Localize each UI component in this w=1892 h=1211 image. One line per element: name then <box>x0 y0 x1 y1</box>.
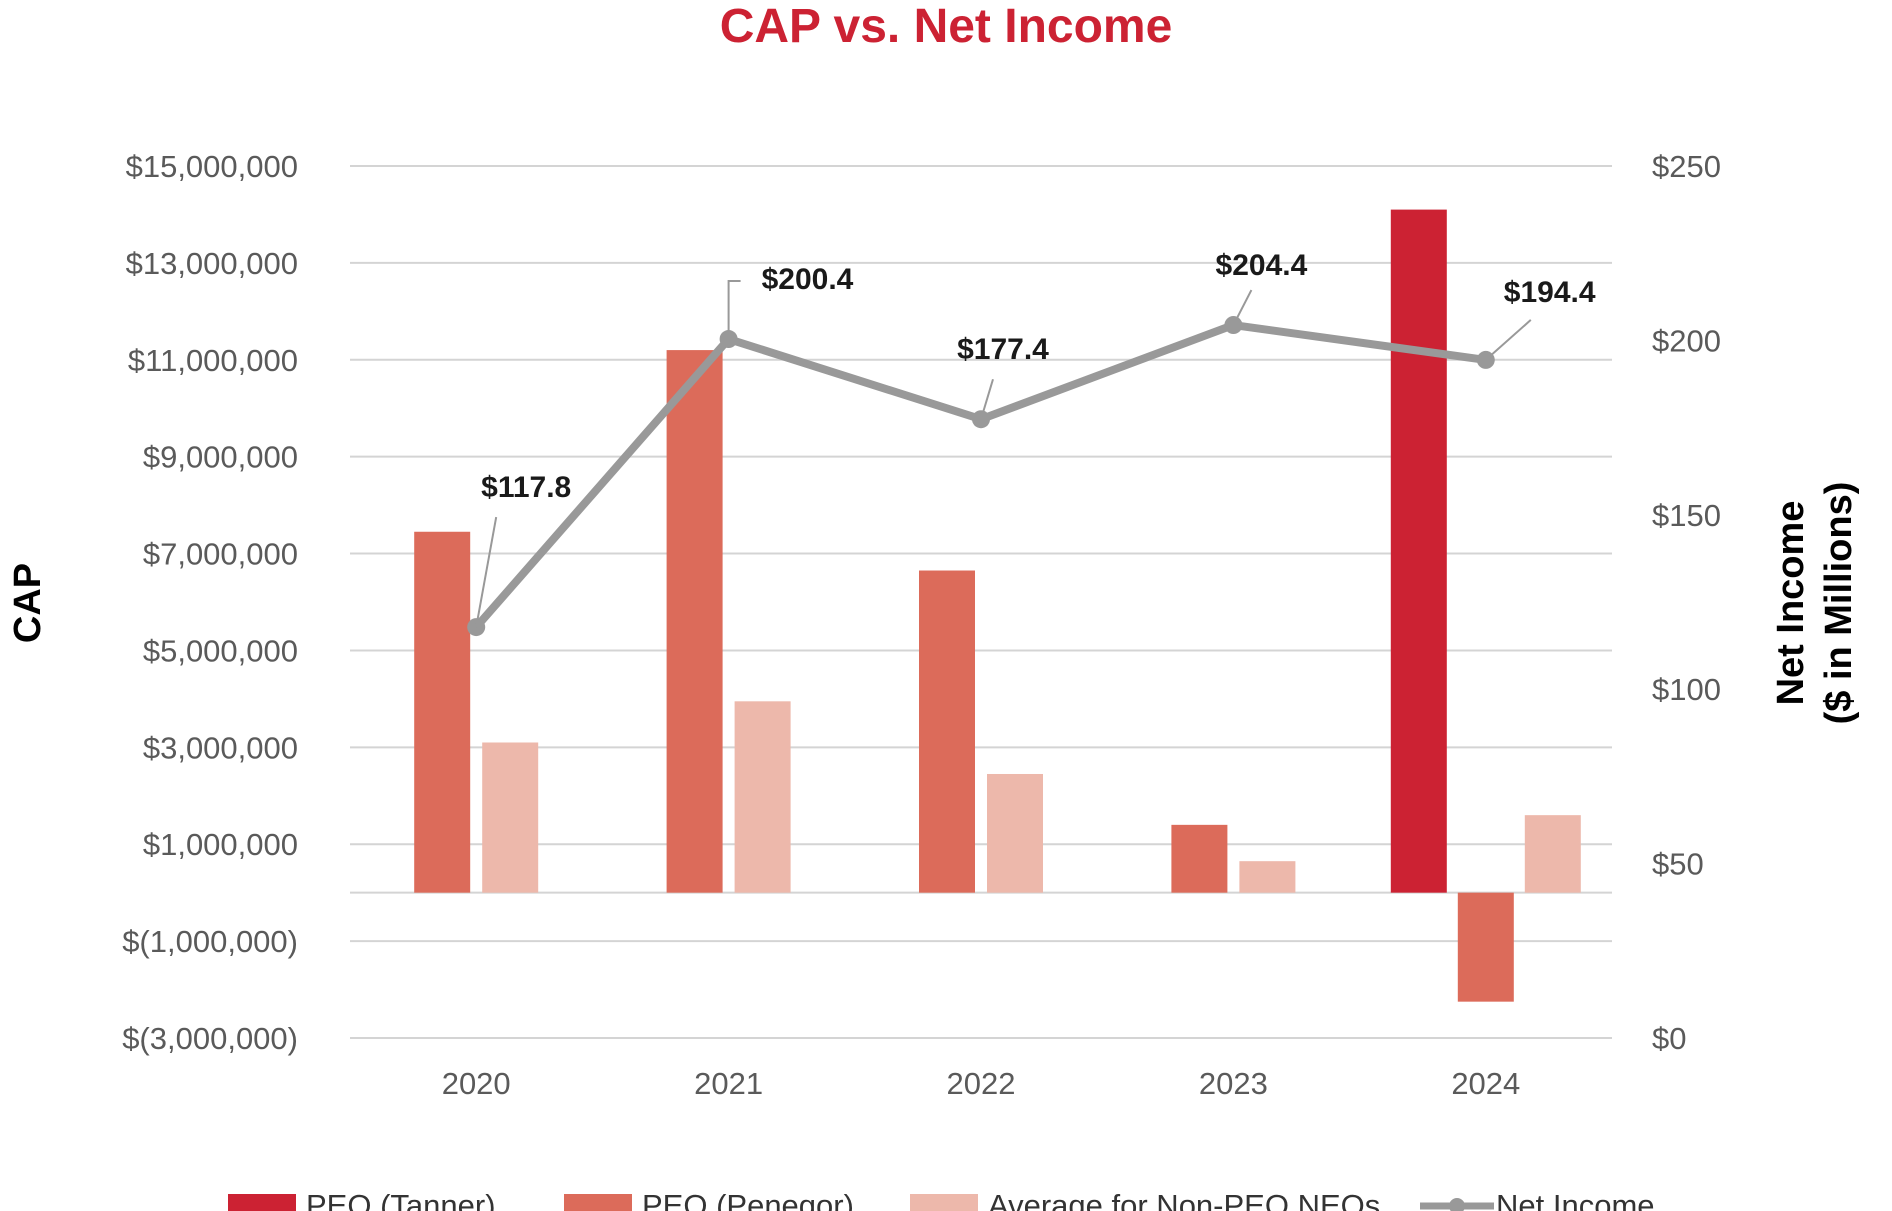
data-label: $117.8 <box>481 471 571 504</box>
bar-peo-penegor--2024 <box>1457 892 1514 1002</box>
x-tick-label: 2021 <box>694 1066 763 1101</box>
bar-average-for-non-peo-neos-2024 <box>1524 815 1581 893</box>
legend: PEO (Tanner) PEO (Penegor) Average for Non… <box>228 1188 1655 1211</box>
legend-label-peo-penegor-: PEO (Penegor) <box>642 1188 854 1211</box>
y2-tick-label: $100 <box>1652 672 1721 707</box>
legend-marker-net-income <box>1449 1198 1465 1211</box>
x-tick-label: 2022 <box>947 1066 1016 1101</box>
x-tick-label: 2024 <box>1451 1066 1520 1101</box>
y2-tick-label: $200 <box>1652 323 1721 358</box>
y2-tick-label: $0 <box>1652 1021 1686 1056</box>
bar-peo-penegor--2023 <box>1171 824 1228 893</box>
y2-tick-label: $150 <box>1652 498 1721 533</box>
y-axis-title: CAP <box>7 563 49 643</box>
y-tick-label: $13,000,000 <box>126 246 298 281</box>
y-tick-label: $5,000,000 <box>143 633 298 668</box>
y-axis-ticks: $15,000,000 $13,000,000 $11,000,000 $9,000,… <box>122 149 298 1056</box>
legend-swatch-peo-penegor- <box>564 1194 632 1211</box>
y2-tick-label: $250 <box>1652 149 1721 184</box>
y-tick-label: $3,000,000 <box>143 730 298 765</box>
data-label: $200.4 <box>762 263 854 296</box>
data-label: $194.4 <box>1504 276 1596 309</box>
legend-label-net-income: Net Income <box>1496 1188 1655 1211</box>
y2-axis-title-line1: Net Income <box>1770 501 1812 706</box>
y-tick-label: $7,000,000 <box>143 537 298 572</box>
legend-swatch-average-for-non-peo-neos <box>910 1194 978 1211</box>
data-label-leader <box>1232 289 1253 326</box>
y-tick-label: $15,000,000 <box>126 149 298 184</box>
net-income-polyline <box>473 321 1487 630</box>
data-label-leader <box>980 378 994 420</box>
legend-swatch-peo-tanner- <box>228 1194 296 1211</box>
data-labels: $117.8 $200.4 $177.4 $204.4 $194.4 <box>475 249 1596 628</box>
chart-title: CAP vs. Net Income <box>720 0 1173 53</box>
y2-axis-title-line2: ($ in Millions) <box>1818 482 1860 725</box>
bar-average-for-non-peo-neos-2021 <box>734 701 791 893</box>
legend-label-average-for-non-peo-neos: Average for Non-PEO NEOs <box>988 1188 1380 1211</box>
y-tick-label: $9,000,000 <box>143 440 298 475</box>
x-tick-label: 2023 <box>1199 1066 1268 1101</box>
bar-peo-tanner--2024 <box>1390 209 1447 893</box>
data-label-leader <box>727 280 741 340</box>
bar-average-for-non-peo-neos-2020 <box>482 742 539 893</box>
y-tick-label: $1,000,000 <box>143 827 298 862</box>
data-label: $204.4 <box>1216 249 1308 282</box>
x-tick-label: 2020 <box>442 1066 511 1101</box>
data-label: $177.4 <box>957 333 1049 366</box>
data-label-leader <box>1485 319 1532 361</box>
gridlines <box>350 165 1612 1039</box>
y2-tick-label: $50 <box>1652 847 1704 882</box>
data-label-leader <box>475 516 498 628</box>
y-tick-label: $(1,000,000) <box>122 924 298 959</box>
y2-axis-ticks: $250 $200 $150 $100 $50 $0 <box>1652 149 1721 1056</box>
bar-average-for-non-peo-neos-2023 <box>1239 861 1296 893</box>
y-tick-label: $11,000,000 <box>128 343 298 378</box>
bar-peo-penegor--2020 <box>414 531 471 893</box>
bar-peo-penegor--2021 <box>666 350 723 893</box>
x-axis-ticks: 2020 2021 2022 2023 2024 <box>442 1066 1521 1101</box>
bar-average-for-non-peo-neos-2022 <box>987 773 1043 893</box>
bar-peo-penegor--2022 <box>919 570 975 893</box>
bars <box>414 209 1581 1002</box>
y-tick-label: $(3,000,000) <box>122 1021 298 1056</box>
legend-label-peo-tanner-: PEO (Tanner) <box>306 1188 496 1211</box>
